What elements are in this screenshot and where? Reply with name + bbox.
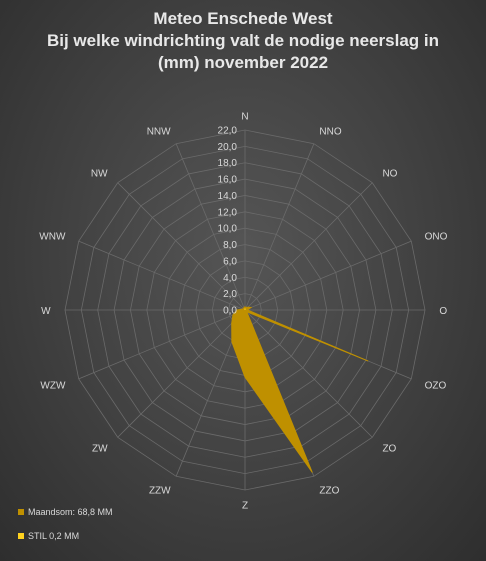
category-label-ZZW: ZZW	[149, 486, 171, 497]
chart-title: Meteo Enschede West Bij welke windrichti…	[0, 8, 486, 74]
category-label-ZO: ZO	[382, 443, 396, 454]
category-label-N: N	[241, 112, 248, 123]
legend: Maandsom: 68,8 MM STIL 0,2 MM	[18, 506, 113, 554]
chart-title-line-2: Bij welke windrichting valt de nodige ne…	[46, 31, 440, 50]
radar-category-labels: N NNO NO ONO O OZO ZO ZZO Z ZZW ZW WZW W WNW NW NNW	[39, 112, 447, 512]
category-label-W: W	[41, 306, 51, 317]
legend-item-maandsom: Maandsom: 68,8 MM	[18, 506, 113, 518]
legend-swatch-maandsom	[18, 509, 24, 515]
chart-title-line-3: (mm) november 2022	[157, 53, 329, 72]
tick-label: 20,0	[218, 142, 238, 153]
tick-label: 8,0	[223, 240, 237, 251]
category-label-ZZO: ZZO	[319, 486, 339, 497]
spoke-NNW	[175, 143, 246, 311]
spoke-NW	[117, 182, 246, 311]
category-label-WNW: WNW	[39, 232, 66, 243]
spoke-ZO	[244, 309, 373, 438]
category-label-OZO: OZO	[425, 380, 447, 391]
tick-label: 18,0	[218, 158, 238, 169]
spoke-WNW	[78, 240, 246, 311]
spoke-NO	[244, 182, 373, 311]
tick-label: 6,0	[223, 256, 237, 267]
tick-label: 12,0	[218, 207, 238, 218]
legend-label-maandsom: Maandsom: 68,8 MM	[28, 507, 113, 517]
radar-spokes	[65, 130, 425, 490]
category-label-ONO: ONO	[425, 232, 448, 243]
category-label-WZW: WZW	[40, 380, 66, 391]
tick-label: 10,0	[218, 224, 238, 235]
series-area-0	[231, 305, 369, 473]
tick-label: 2,0	[223, 289, 237, 300]
category-label-NNO: NNO	[319, 126, 341, 137]
tick-label: 16,0	[218, 175, 238, 186]
spoke-WZW	[78, 309, 246, 380]
spoke-ZW	[117, 309, 246, 438]
legend-label-stil: STIL 0,2 MM	[28, 531, 80, 541]
category-label-ZW: ZW	[92, 443, 108, 454]
tick-label: 22,0	[218, 126, 238, 137]
tick-label: 4,0	[223, 273, 237, 284]
category-label-O: O	[439, 306, 447, 317]
spoke-ONO	[244, 240, 412, 311]
chart-title-line-1: Meteo Enschede West	[153, 9, 333, 28]
category-label-NO: NO	[382, 169, 397, 180]
radar-series	[231, 305, 369, 473]
category-label-Z: Z	[242, 500, 248, 511]
category-label-NW: NW	[91, 169, 108, 180]
legend-item-stil: STIL 0,2 MM	[18, 530, 113, 542]
legend-swatch-stil	[18, 533, 24, 539]
tick-label: 0,0	[223, 306, 237, 317]
tick-label: 14,0	[218, 191, 238, 202]
radar-tick-labels: 0,0 2,0 4,0 6,0 8,0 10,0 12,0 14,0 16,0 18,0 20,0 2…	[218, 126, 238, 317]
category-label-NNW: NNW	[147, 126, 171, 137]
spoke-NNO	[244, 143, 315, 311]
